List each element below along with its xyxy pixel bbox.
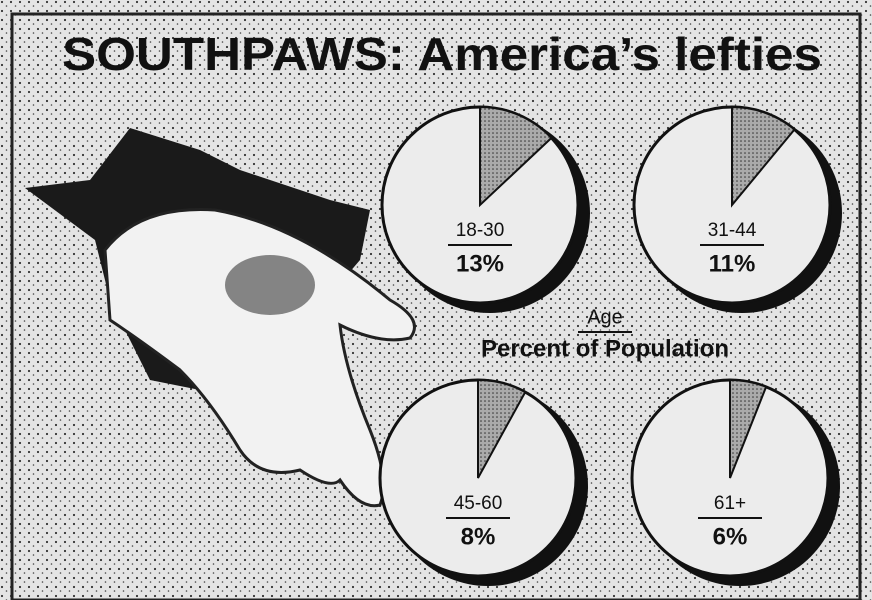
age-label: 45-60 [454,493,503,514]
title: SOUTHPAWS: America’s lefties [62,28,822,80]
key-age: Age [587,306,623,328]
age-label: 31-44 [708,220,757,241]
percent-label: 11% [709,250,756,277]
percent-label: 8% [461,523,496,550]
percent-label: 6% [713,523,748,550]
hand-shadow [225,255,315,315]
infographic: SOUTHPAWS: America’s lefties Age Percent… [0,0,872,600]
age-label: 18-30 [456,220,505,241]
percent-label: 13% [456,250,504,277]
age-label: 61+ [714,493,746,514]
key-percent: Percent of Population [481,335,729,362]
